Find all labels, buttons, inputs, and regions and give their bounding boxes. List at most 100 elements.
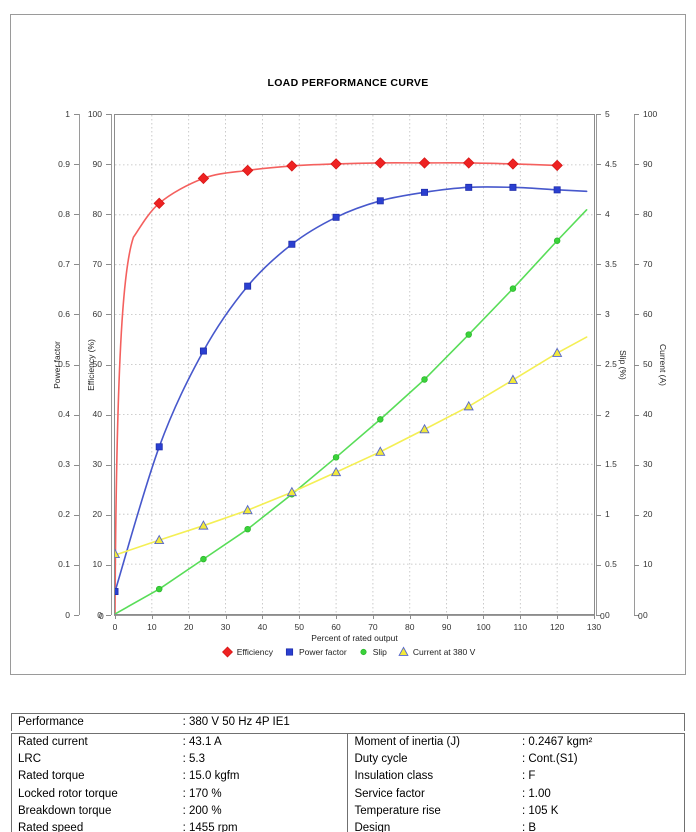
circle-marker xyxy=(200,555,207,563)
tick-mark xyxy=(634,114,639,115)
spec-key: Rated current xyxy=(18,736,88,748)
legend-item[interactable]: Current at 380 V xyxy=(397,646,475,658)
x-tick-label: 130 xyxy=(586,622,602,632)
square-marker xyxy=(244,282,252,290)
diamond-marker xyxy=(241,164,254,177)
spec-key: Insulation class xyxy=(347,768,516,786)
x-tick-label: 30 xyxy=(220,622,231,632)
x-tick-mark xyxy=(446,615,448,619)
tick-mark xyxy=(596,464,601,466)
tick-mark xyxy=(596,564,601,566)
triangle-marker xyxy=(507,374,519,384)
tick-label: 70 xyxy=(92,258,102,269)
series-line-power_factor xyxy=(115,186,588,593)
square-icon xyxy=(285,648,294,656)
diamond-icon xyxy=(221,646,233,658)
diamond-marker xyxy=(463,157,475,169)
tick-label: 100 xyxy=(643,108,658,119)
diamond-marker xyxy=(330,158,342,170)
tick-mark xyxy=(634,514,639,516)
tick-mark xyxy=(634,615,639,616)
tick-label: 50 xyxy=(92,359,102,369)
spec-value: : 200 % xyxy=(182,804,222,817)
tick-label: 0.1 xyxy=(58,559,70,570)
table-row: Rated speed: 1455 rpm Design: B xyxy=(12,820,684,832)
tick-label: 0 xyxy=(605,609,610,620)
legend-label: Current at 380 V xyxy=(412,646,476,657)
tick-label: 30 xyxy=(92,459,102,470)
tick-label: 30 xyxy=(643,459,653,470)
spec-value: : Cont.(S1) xyxy=(521,753,578,766)
table-row: Performance : 380 V 50 Hz 4P IE1 xyxy=(12,714,684,731)
tick-label: 0.5 xyxy=(605,559,617,570)
tick-mark xyxy=(106,264,111,266)
axis-line-power-factor xyxy=(79,114,80,615)
square-marker xyxy=(332,213,340,221)
triangle-marker xyxy=(154,534,165,545)
tick-mark xyxy=(634,564,639,566)
tick-mark xyxy=(74,264,79,266)
tick-label: 0.2 xyxy=(58,509,70,520)
tick-mark xyxy=(74,214,79,216)
tick-label: 90 xyxy=(643,158,653,169)
spec-key: LRC xyxy=(18,753,42,766)
circle-marker xyxy=(155,585,163,593)
spec-key: Rated speed xyxy=(18,822,84,832)
square-marker xyxy=(155,443,163,451)
legend-item[interactable]: Power factor xyxy=(283,646,347,658)
tick-mark xyxy=(634,414,639,416)
circle-glyph xyxy=(360,648,367,656)
x-tick-label: 90 xyxy=(441,622,452,632)
x-tick-mark xyxy=(372,615,374,619)
tick-mark xyxy=(74,514,79,516)
tick-mark xyxy=(106,164,111,166)
triangle-marker xyxy=(242,504,253,515)
triangle-marker xyxy=(419,423,430,434)
x-tick-label: 120 xyxy=(550,622,565,632)
tick-label: 0.4 xyxy=(58,409,70,420)
legend-item[interactable]: Efficiency xyxy=(221,646,273,658)
spec-value: : 43.1 A xyxy=(182,736,222,748)
tick-label: 80 xyxy=(92,208,102,219)
circle-marker xyxy=(377,416,384,423)
grid-lines xyxy=(115,115,594,614)
tick-mark xyxy=(596,314,601,316)
tick-label: 10 xyxy=(643,559,653,570)
x-tick-label: 0 xyxy=(112,622,118,632)
spec-key: Locked rotor torque xyxy=(18,787,118,800)
triangle-marker xyxy=(463,400,474,411)
legend-item[interactable]: Slip xyxy=(357,646,387,658)
triangle-marker xyxy=(375,446,386,456)
table-row: Breakdown torque: 200 % Temperature rise:… xyxy=(12,802,684,821)
axis-current: 0 10 20 30 40 50 60 70 80 90 100 xyxy=(634,109,668,619)
tick-label: 0.8 xyxy=(58,208,70,219)
triangle-marker xyxy=(198,520,209,530)
tick-mark xyxy=(106,464,111,466)
tick-label: 0.5 xyxy=(58,359,70,369)
legend-label: Efficiency xyxy=(236,646,273,657)
spec-value: : 1.00 xyxy=(521,787,551,800)
table-row: Rated torque: 15.0 kgfm Insulation class:… xyxy=(12,768,684,786)
x-tick-label: 20 xyxy=(183,622,194,632)
axis-power-factor: 0 0.1 0.2 0.3 0.4 0.5 0.6 0.7 0.8 0.9 1 xyxy=(45,109,79,619)
tick-label: 1 xyxy=(605,509,610,520)
square-marker xyxy=(199,347,207,355)
x-tick-label: 70 xyxy=(368,622,378,632)
circle-marker xyxy=(332,454,340,461)
spec-key: Duty cycle xyxy=(347,751,516,769)
tick-label: 2.5 xyxy=(605,359,617,369)
tick-label: 4 xyxy=(605,208,610,219)
tick-mark xyxy=(596,114,601,115)
x-tick-mark xyxy=(188,615,190,619)
square-marker xyxy=(288,240,296,248)
x-axis-line xyxy=(114,615,595,616)
x-tick-mark xyxy=(336,615,338,619)
circle-marker xyxy=(465,331,472,338)
spec-key: Design xyxy=(347,820,516,832)
square-marker xyxy=(509,183,517,191)
tick-mark xyxy=(106,314,111,316)
tick-label: 0.9 xyxy=(58,158,70,169)
x-tick-mark xyxy=(262,615,264,619)
axis-slip: 0 0.5 1 1.5 2 2.5 3 3.5 4 4.5 5 xyxy=(596,109,630,619)
tick-mark xyxy=(634,164,639,166)
